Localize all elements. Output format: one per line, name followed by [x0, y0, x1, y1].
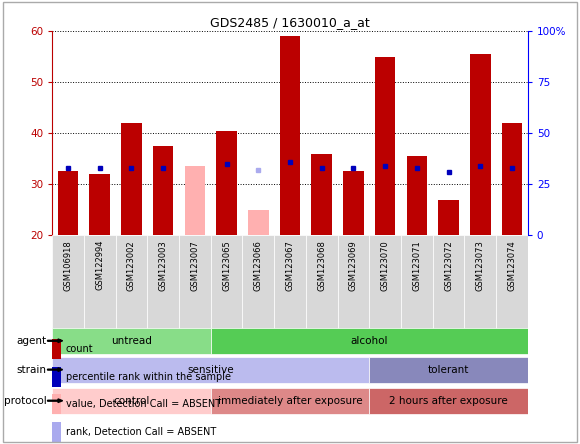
Bar	[211, 328, 528, 354]
Text: GSM123071: GSM123071	[412, 240, 421, 291]
Bar	[52, 388, 211, 414]
Text: GSM123007: GSM123007	[190, 240, 200, 291]
Bar	[52, 422, 61, 442]
Bar	[369, 357, 528, 383]
Text: GSM123070: GSM123070	[380, 240, 390, 291]
Text: GSM123074: GSM123074	[508, 240, 516, 291]
Bar	[184, 166, 205, 235]
Bar	[433, 235, 465, 329]
Bar	[438, 200, 459, 235]
Text: GSM123073: GSM123073	[476, 240, 485, 291]
Bar	[465, 235, 496, 329]
Text: agent: agent	[16, 336, 46, 346]
Text: control: control	[113, 396, 150, 406]
Bar	[52, 328, 211, 354]
Text: GSM123003: GSM123003	[159, 240, 168, 291]
Bar	[375, 56, 396, 235]
Text: GSM123069: GSM123069	[349, 240, 358, 291]
Text: percentile rank within the sample: percentile rank within the sample	[66, 372, 230, 382]
Text: untread: untread	[111, 336, 152, 346]
Text: 2 hours after exposure: 2 hours after exposure	[389, 396, 508, 406]
Bar	[242, 235, 274, 329]
Bar	[52, 367, 61, 387]
Bar	[343, 171, 364, 235]
Text: GSM123002: GSM123002	[127, 240, 136, 291]
Bar	[338, 235, 369, 329]
Text: GSM122994: GSM122994	[95, 240, 104, 290]
Bar	[248, 210, 269, 235]
Text: alcohol: alcohol	[350, 336, 388, 346]
Bar	[407, 156, 427, 235]
Bar	[211, 235, 242, 329]
Bar	[52, 394, 61, 414]
Text: GSM123066: GSM123066	[254, 240, 263, 291]
Bar	[58, 171, 78, 235]
Bar	[369, 388, 528, 414]
Bar	[52, 357, 369, 383]
Bar	[216, 131, 237, 235]
Bar	[115, 235, 147, 329]
Bar	[311, 154, 332, 235]
Text: count: count	[66, 344, 93, 354]
Bar	[153, 146, 173, 235]
Text: rank, Detection Call = ABSENT: rank, Detection Call = ABSENT	[66, 427, 216, 437]
Text: GSM123067: GSM123067	[285, 240, 295, 291]
Text: GSM123068: GSM123068	[317, 240, 326, 291]
Bar	[502, 123, 522, 235]
Bar	[496, 235, 528, 329]
Bar	[369, 235, 401, 329]
Text: immediately after exposure: immediately after exposure	[218, 396, 362, 406]
Bar	[89, 174, 110, 235]
Bar	[211, 388, 369, 414]
Bar	[52, 235, 84, 329]
Text: protocol: protocol	[3, 396, 46, 406]
Text: GSM123072: GSM123072	[444, 240, 453, 291]
Text: sensitive: sensitive	[187, 365, 234, 375]
Text: value, Detection Call = ABSENT: value, Detection Call = ABSENT	[66, 399, 220, 409]
Text: tolerant: tolerant	[428, 365, 469, 375]
Bar	[274, 235, 306, 329]
Text: GDS2485 / 1630010_a_at: GDS2485 / 1630010_a_at	[210, 16, 370, 28]
Bar	[401, 235, 433, 329]
Bar	[84, 235, 115, 329]
Bar	[306, 235, 338, 329]
Text: GSM106918: GSM106918	[64, 240, 72, 291]
Bar	[147, 235, 179, 329]
Text: strain: strain	[16, 365, 46, 375]
Bar	[52, 339, 61, 359]
Bar	[121, 123, 142, 235]
Text: GSM123065: GSM123065	[222, 240, 231, 291]
Bar	[179, 235, 211, 329]
Bar	[280, 36, 300, 235]
Bar	[470, 54, 491, 235]
